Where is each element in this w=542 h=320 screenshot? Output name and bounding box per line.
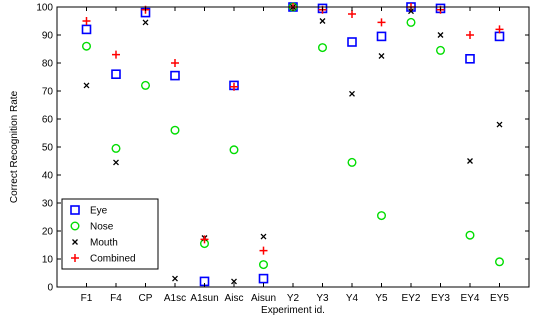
legend-marker-mouth [72,239,78,245]
point-mouth-ey2 [408,8,414,15]
x-tick-label-a1sc: A1sc [164,293,186,304]
point-mouth-y4 [349,90,355,97]
point-nose-y3 [318,43,328,53]
x-tick-label-a1sun: A1sun [190,293,218,304]
point-eye-y5 [376,31,387,42]
point-combined-y4 [348,10,356,18]
point-mouth-y3 [319,18,326,24]
x-tick-label-ey2: EY2 [402,293,421,304]
point-nose-ey5 [495,257,505,267]
point-mouth-f4 [113,159,119,166]
point-mouth-y5 [378,53,385,59]
point-eye-ey4 [465,53,475,64]
x-tick-label-aisc: Aisc [225,293,244,304]
point-nose-ey4 [465,230,475,240]
y-tick-label: 80 [42,59,54,70]
point-combined-aisun [259,246,268,255]
y-tick-label: 20 [42,227,54,238]
point-mouth-cp [142,19,149,26]
point-combined-a1sc [171,59,179,67]
y-tick-label: 70 [42,87,54,98]
y-tick-label: 0 [47,283,53,294]
x-tick-label-y4: Y4 [346,293,359,304]
point-mouth-ey5 [496,121,503,128]
point-nose-y5 [377,211,387,221]
y-axis: 0 10 20 30 40 50 60 70 80 90 100 [36,3,529,294]
legend-marker-eye [70,205,80,215]
point-mouth-aisun [260,233,267,240]
legend-label-mouth: Mouth [90,238,118,249]
point-mouth-ey4 [467,158,473,164]
point-nose-aisc [229,145,239,155]
point-eye-aisun [258,273,269,284]
point-eye-f4 [111,69,121,79]
legend-marker-combined [71,254,79,262]
y-axis-label: Correct Recognition Rate [9,90,20,203]
x-tick-label-y5: Y5 [375,293,388,304]
point-mouth-ey3 [437,32,444,38]
x-tick-label-ey5: EY5 [490,293,509,304]
x-tick-label-ey3: EY3 [431,293,450,304]
point-eye-a1sc [170,70,180,81]
y-tick-label: 40 [42,171,54,182]
x-tick-label-cp: CP [139,293,153,304]
x-axis-label: Experiment id. [261,305,325,316]
y-tick-label: 60 [42,115,54,126]
legend-label-combined: Combined [90,254,136,265]
y-tick-label: 90 [42,31,54,42]
legend-label-eye: Eye [90,206,108,217]
point-nose-f4 [111,143,121,153]
x-tick-label-y3: Y3 [316,293,329,304]
point-nose-aisun [259,260,269,270]
point-eye-f1 [81,24,92,35]
point-combined-a1sun [200,235,209,244]
point-nose-a1sc [170,125,180,135]
legend: Eye Nose Mouth Combined [61,198,159,270]
point-mouth-aisc [231,278,237,285]
point-combined-aisc [230,82,238,91]
point-eye-y4 [347,37,357,47]
point-nose-f1 [81,41,91,51]
y-tick-label: 50 [42,143,54,154]
legend-marker-nose [70,221,80,231]
point-nose-ey3 [436,45,446,55]
x-tick-label-ey4: EY4 [461,293,480,304]
x-tick-label-y2: Y2 [287,293,300,304]
series-mouth [83,4,503,285]
point-mouth-f1 [83,82,90,89]
x-tick-label-f1: F1 [81,293,93,304]
x-tick-label-aisun: Aisun [251,293,276,304]
x-axis: F1 F4 CP A1sc A1sun Aisc Aisun Y2 Y3 Y4 Y5 EY2 EY3 EY… [81,7,509,304]
point-combined-y5 [377,18,386,27]
x-tick-label-f4: F4 [110,293,122,304]
point-combined-f4 [112,50,120,59]
point-combined-ey4 [466,31,474,39]
y-tick-label: 10 [42,255,54,266]
point-nose-cp [140,80,150,90]
y-tick-label: 30 [42,199,54,210]
y-tick-label: 100 [36,3,53,14]
point-combined-ey5 [495,25,504,34]
point-nose-ey2 [406,17,416,27]
legend-label-nose: Nose [90,222,114,233]
point-mouth-a1sc [172,275,178,282]
point-combined-f1 [82,17,91,25]
point-nose-y4 [347,157,357,167]
